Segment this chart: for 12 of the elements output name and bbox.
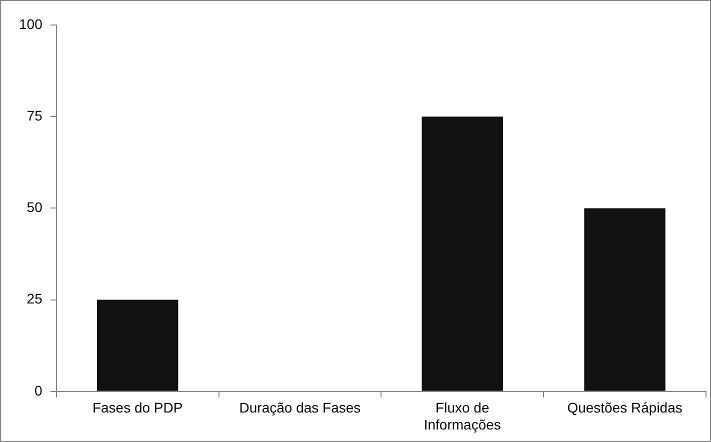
bar [422, 116, 503, 391]
x-tick-label: Fases do PDP [92, 400, 183, 416]
bar [584, 208, 666, 391]
y-tick-label: 25 [26, 290, 43, 307]
x-tick-label: Questões Rápidas [567, 400, 682, 416]
y-tick-label: 100 [19, 16, 43, 32]
y-tick-label: 50 [26, 199, 43, 216]
bar [96, 300, 178, 391]
y-tick-label: 0 [34, 382, 43, 398]
x-tick-label: Fluxo de Informações [424, 400, 501, 432]
x-tick-label: Duração das Fases [239, 400, 361, 416]
y-tick-label: 75 [26, 107, 43, 124]
